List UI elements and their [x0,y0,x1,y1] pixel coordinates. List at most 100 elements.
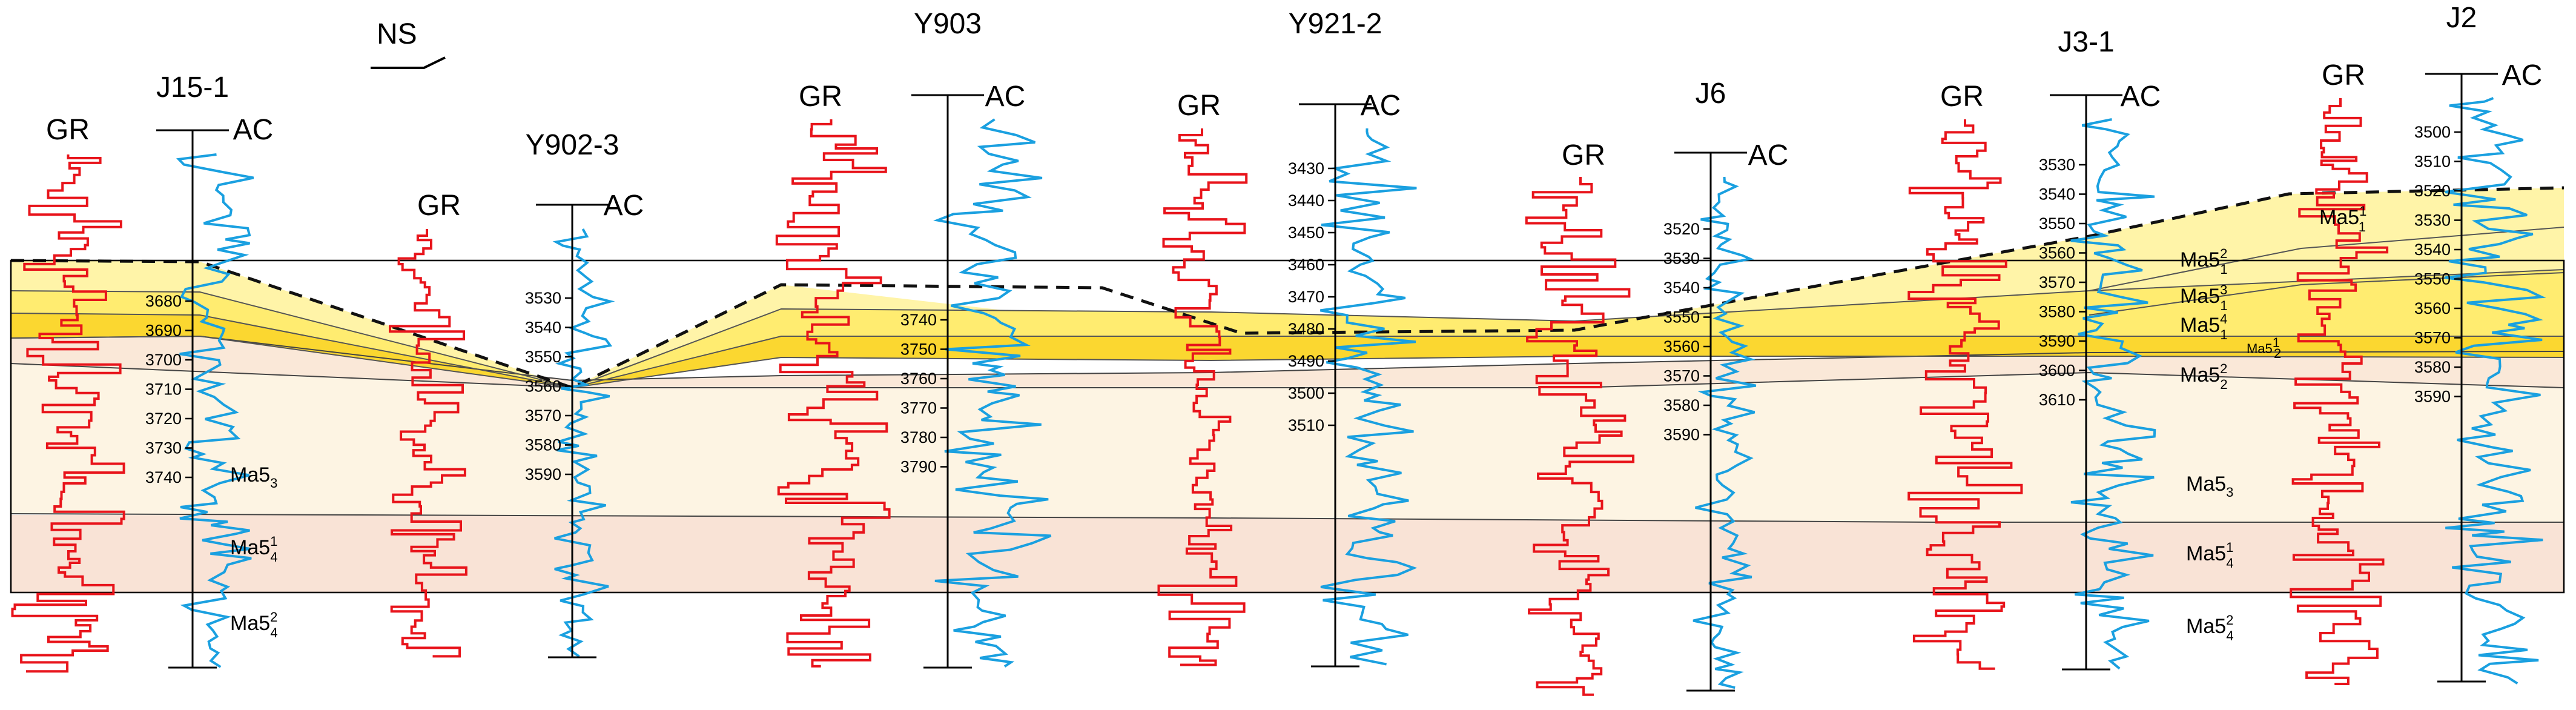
section-frame [10,259,2565,594]
layer-base: Ma5 [2247,341,2273,356]
gr-label: GR [1940,81,1984,113]
depth-label: 3740 [145,468,182,486]
depth-label: 3570 [2039,273,2075,291]
well-y902-3: Y902-3 GR AC 3530 3540 3550 3560 3570 3580 3590 [389,129,644,659]
stratigraphic-bands [10,186,2565,594]
layer-label-ma5-1-1: Ma51 1 [2319,204,2366,234]
layer-superscript: 4 [2220,311,2227,327]
depth-label: 3500 [2414,123,2451,141]
dashed-top-boundary [10,186,2564,390]
well-name: Y921-2 [1289,8,1382,40]
depth-label: 3760 [900,370,937,388]
gr-label: GR [417,190,461,222]
depth-label: 3500 [1288,384,1324,402]
depth-label: 3490 [1288,352,1324,370]
band-ma5-4-lower [11,515,2564,592]
depth-label: 3590 [525,465,561,483]
depth-label: 3590 [2039,332,2075,350]
gr-label: GR [1177,90,1221,122]
layer-superscript: 2 [2226,612,2233,628]
well-name: J3-1 [2058,26,2114,58]
direction-label: NS [377,18,417,50]
depth-label: 3510 [2414,153,2451,171]
band-ma5-yellow-mid [11,270,2564,388]
depth-label: 3530 [2414,211,2451,230]
layer-subscript: 2 [2220,377,2227,392]
depth-label: 3480 [1288,320,1324,338]
depth-label: 3770 [900,399,937,417]
direction-arrow [371,56,446,69]
depth-label: 3540 [1663,279,1700,297]
layer-label-ma5-2-1: Ma51 2 [2247,335,2281,361]
depth-label: 3550 [2039,214,2075,233]
gr-label: GR [46,114,90,146]
ac-log-curve [552,228,615,658]
depth-label: 3520 [1663,220,1700,238]
gr-log-curve [11,154,125,673]
depth-label: 3710 [145,380,182,399]
layer-subscript: 4 [2226,556,2233,571]
ac-label: AC [233,114,274,146]
layer-subscript: 1 [2220,298,2227,313]
depth-label: 3530 [2039,156,2075,174]
layer-label-ma5-4-1: Ma51 4 [230,534,278,565]
depth-label: 3680 [145,292,182,310]
well-j6: J6 GR AC 3520 3530 3540 3550 3560 3570 3580 3590 [1525,78,1789,696]
depth-label: 3460 [1288,256,1324,274]
depth-label: 3610 [2039,391,2075,409]
layer-label-ma5-3-right: Ma53 [2186,473,2233,500]
depth-label: 3580 [1663,396,1700,414]
depth-label: 3600 [2039,362,2075,380]
layer-base: Ma5 [2180,248,2220,271]
layer-subscript: 4 [270,549,277,565]
depth-label: 3550 [2414,270,2451,288]
depth-label: 3560 [2039,244,2075,262]
depth-label: 3440 [1288,191,1324,210]
ac-log-curve [2444,97,2546,685]
line-ma5-2-top [10,335,2564,382]
layer-subscript: 3 [2226,485,2233,500]
wells-layer: J15-1GR AC3680369037003710372037303740Y90… [11,2,2546,696]
layer-base: Ma5 [230,463,270,486]
depth-label: 3590 [1663,426,1700,444]
depth-label: 3470 [1288,288,1324,306]
layer-label-ma5-1-2: Ma52 1 [2180,246,2228,277]
ac-label: AC [985,81,1026,113]
ac-log-curve [1693,176,1757,689]
gr-label: GR [1562,139,1605,171]
layer-superscript: 2 [2220,246,2227,261]
layer-subscript: 1 [2359,219,2366,234]
depth-label: 3550 [525,348,561,366]
depth-label: 3730 [145,439,182,457]
depth-label: 3570 [1663,367,1700,385]
line-right-split [2089,227,2564,291]
depth-label: 3540 [2414,241,2451,259]
well-name: J6 [1696,78,1726,110]
ac-label: AC [2121,81,2161,113]
depth-label: 3720 [145,410,182,428]
layer-label-ma5-4-2-right: Ma52 4 [2186,612,2234,643]
depth-label: 3520 [2414,182,2451,200]
layer-label-ma5-2-2: Ma52 2 [2180,361,2228,392]
layer-subscript: 1 [2220,262,2227,277]
gr-log-curve [2290,98,2389,685]
ac-label: AC [2502,59,2543,91]
depth-label: 3430 [1288,159,1324,178]
band-ma5-3 [11,363,2564,522]
ac-label: AC [1748,139,1789,171]
layer-superscript: 1 [2359,204,2366,219]
layer-base: Ma5 [230,612,270,635]
gr-log-curve [389,229,467,658]
depth-label: 3540 [525,319,561,337]
layer-label-ma5-4-1-right: Ma51 4 [2186,540,2234,571]
ac-log-curve [176,153,254,668]
well-j2: J2 GR AC 3500 3510 3520 3530 3540 3550 3560 3570 35… [2290,2,2546,685]
ac-log-curve [1320,128,1418,666]
layer-superscript: 2 [270,609,277,625]
layer-label-ma5-1-4: Ma54 1 [2180,311,2228,342]
ac-log-curve [933,118,1052,668]
depth-label: 3550 [1663,308,1700,327]
depth-label: 3790 [900,458,937,476]
gr-log-curve [1157,128,1248,666]
